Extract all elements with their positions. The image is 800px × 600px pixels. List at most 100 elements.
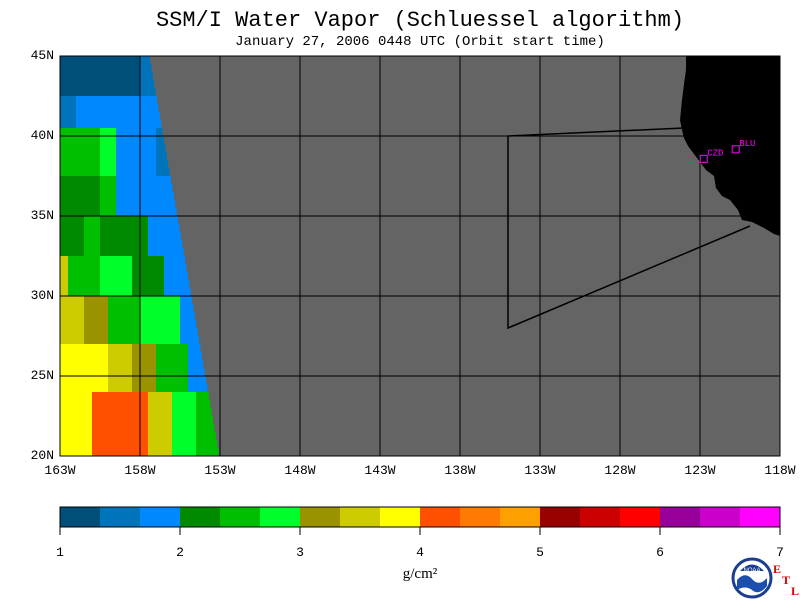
swath-pixel	[180, 352, 188, 360]
swath-pixel	[172, 344, 180, 352]
colorbar-label: 1	[56, 545, 64, 560]
colorbar-swatch	[220, 507, 261, 527]
swath-pixel	[124, 184, 132, 192]
land-mass	[680, 56, 780, 236]
swath-pixel	[164, 352, 172, 360]
swath-pixel	[148, 416, 156, 424]
colorbar-swatch	[500, 507, 541, 527]
swath-pixel	[140, 80, 148, 88]
swath-pixel	[60, 224, 68, 232]
swath-pixel	[156, 248, 164, 256]
swath-pixel	[124, 176, 132, 184]
swath-pixel	[92, 336, 100, 344]
swath-pixel	[76, 280, 84, 288]
colorbar-label: 7	[776, 545, 784, 560]
swath-pixel	[108, 64, 116, 72]
swath-pixel	[116, 312, 124, 320]
swath-pixel	[156, 152, 164, 160]
swath-pixel	[76, 64, 84, 72]
swath-pixel	[92, 352, 100, 360]
swath-pixel	[156, 240, 164, 248]
swath-pixel	[148, 392, 156, 400]
longitude-label: 148W	[284, 463, 316, 478]
swath-pixel	[92, 400, 100, 408]
swath-pixel	[140, 256, 148, 264]
swath-pixel	[188, 360, 196, 368]
swath-pixel	[148, 240, 156, 248]
swath-pixel	[148, 216, 156, 224]
swath-pixel	[100, 256, 108, 264]
noaa-logo: NOAA	[731, 557, 773, 599]
swath-pixel	[196, 424, 204, 432]
swath-pixel	[148, 176, 156, 184]
swath-pixel	[148, 440, 156, 448]
swath-pixel	[164, 232, 172, 240]
swath-pixel	[116, 440, 124, 448]
swath-pixel	[68, 328, 76, 336]
swath-pixel	[132, 272, 140, 280]
swath-pixel	[92, 72, 100, 80]
swath-pixel	[76, 408, 84, 416]
swath-pixel	[140, 408, 148, 416]
swath-pixel	[140, 432, 148, 440]
swath-pixel	[124, 200, 132, 208]
swath-pixel	[76, 424, 84, 432]
swath-pixel	[92, 256, 100, 264]
swath-pixel	[148, 208, 156, 216]
water-vapor-swath	[60, 56, 219, 456]
swath-pixel	[116, 384, 124, 392]
latitude-label: 45N	[30, 48, 54, 63]
swath-pixel	[116, 400, 124, 408]
swath-pixel	[132, 232, 140, 240]
swath-pixel	[140, 216, 148, 224]
swath-pixel	[180, 296, 188, 304]
swath-pixel	[188, 296, 192, 304]
swath-pixel	[92, 112, 100, 120]
swath-pixel	[108, 312, 116, 320]
swath-pixel	[132, 56, 140, 64]
swath-pixel	[140, 200, 148, 208]
swath-pixel	[156, 392, 164, 400]
swath-pixel	[140, 400, 148, 408]
swath-pixel	[140, 336, 148, 344]
swath-pixel	[132, 192, 140, 200]
swath-pixel	[100, 64, 108, 72]
swath-pixel	[84, 176, 92, 184]
swath-pixel	[196, 368, 204, 376]
longitude-label: 118W	[764, 463, 796, 478]
swath-pixel	[132, 88, 140, 96]
swath-pixel	[92, 216, 100, 224]
swath-pixel	[68, 280, 76, 288]
swath-pixel	[60, 352, 68, 360]
swath-pixel	[148, 160, 156, 168]
swath-pixel	[132, 312, 140, 320]
swath-pixel	[116, 408, 124, 416]
swath-pixel	[60, 416, 68, 424]
swath-pixel	[156, 408, 164, 416]
swath-pixel	[156, 256, 164, 264]
swath-pixel	[60, 360, 68, 368]
swath-pixel	[132, 128, 140, 136]
swath-pixel	[92, 328, 100, 336]
swath-pixel	[156, 160, 164, 168]
swath-pixel	[148, 376, 156, 384]
swath-pixel	[100, 312, 108, 320]
swath-pixel	[108, 336, 116, 344]
swath-pixel	[156, 400, 164, 408]
swath-pixel	[172, 448, 180, 456]
swath-pixel	[76, 392, 84, 400]
swath-pixel	[148, 136, 156, 144]
swath-pixel	[108, 280, 116, 288]
swath-pixel	[140, 152, 148, 160]
swath-pixel	[180, 232, 181, 240]
swath-pixel	[116, 216, 124, 224]
swath-pixel	[124, 56, 132, 64]
swath-pixel	[60, 168, 68, 176]
swath-pixel	[60, 344, 68, 352]
swath-pixel	[196, 360, 204, 368]
swath-pixel	[68, 240, 76, 248]
swath-pixel	[156, 128, 163, 136]
colorbar-swatch	[300, 507, 341, 527]
swath-pixel	[60, 336, 68, 344]
swath-pixel	[92, 200, 100, 208]
